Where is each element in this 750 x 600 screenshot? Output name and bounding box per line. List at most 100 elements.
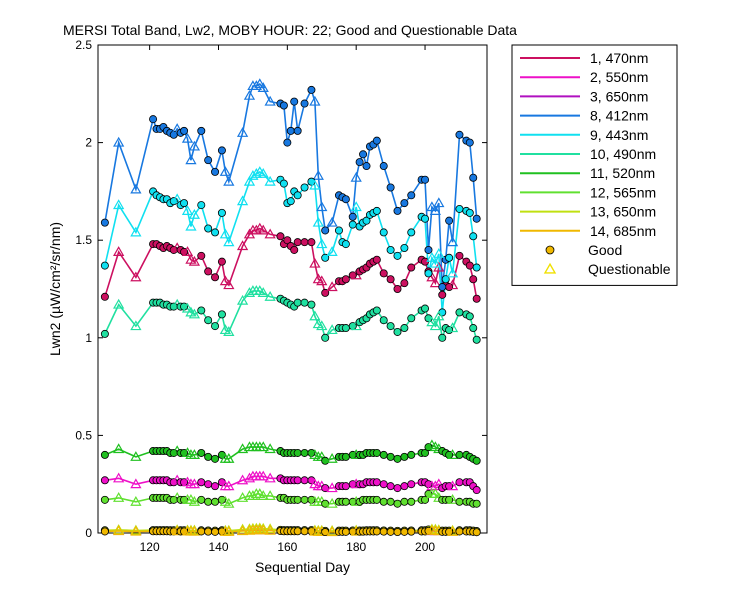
point-questionable-2-550nm (223, 480, 235, 491)
point-questionable-14-685nm (113, 525, 125, 536)
point-good-8-412nm (379, 162, 388, 171)
point-good-14-685nm (204, 527, 213, 536)
point-questionable-9-443nm (429, 257, 441, 268)
point-good-2-550nm (197, 478, 206, 487)
point-questionable-8-412nm (181, 132, 194, 143)
point-questionable-1-470nm (181, 246, 194, 256)
point-good-11-520nm (341, 452, 350, 461)
point-good-2-550nm (300, 476, 309, 485)
point-good-8-412nm (283, 138, 292, 147)
point-good-10-490nm (472, 335, 481, 344)
point-questionable-14-685nm (264, 524, 276, 535)
point-questionable-10-490nm (316, 320, 328, 331)
point-good-14-685nm (393, 528, 402, 537)
point-good-1-470nm (379, 269, 388, 278)
point-questionable-9-443nm (181, 205, 194, 215)
point-questionable-1-470nm (309, 257, 321, 268)
point-questionable-9-443nm (316, 238, 328, 249)
point-good-11-520nm (407, 450, 416, 459)
point-good-12-565nm (300, 495, 309, 504)
point-good-14-685nm (300, 527, 309, 536)
point-good-9-443nm (455, 204, 464, 213)
point-questionable-2-550nm (446, 480, 459, 491)
point-good-12-565nm (472, 499, 481, 508)
point-good-8-412nm (372, 136, 381, 145)
point-good-12-565nm (293, 495, 302, 504)
point-good-10-490nm (307, 300, 316, 309)
point-good-12-565nm (379, 497, 388, 506)
point-good-12-565nm (341, 497, 350, 506)
point-good-2-550nm (341, 482, 350, 491)
point-good-8-412nm (424, 245, 433, 254)
point-questionable-9-443nm (446, 267, 459, 278)
point-questionable-9-443nm (236, 195, 249, 206)
point-good-1-470nm (211, 273, 220, 282)
point-questionable-11-520nm (130, 451, 142, 461)
point-questionable-9-443nm (433, 248, 445, 258)
point-questionable-9-443nm (188, 209, 201, 219)
point-good-14-685nm (197, 527, 206, 536)
point-questionable-8-412nm (429, 205, 441, 215)
point-questionable-10-490nm (243, 287, 256, 297)
x-tick-label: 160 (277, 540, 297, 554)
point-good-10-490nm (211, 322, 220, 331)
point-questionable-14-685nm (257, 524, 269, 535)
point-good-12-565nm (421, 495, 430, 504)
point-good-11-520nm (472, 456, 481, 465)
point-good-10-490nm (341, 324, 350, 333)
legend-label: 1, 470nm (590, 50, 648, 66)
point-questionable-14-685nm (326, 526, 338, 537)
point-questionable-10-490nm (236, 294, 249, 305)
point-good-9-443nm (180, 199, 189, 208)
point-good-11-520nm (372, 448, 381, 457)
point-questionable-8-412nm (257, 82, 269, 92)
point-good-8-412nm (469, 173, 478, 182)
point-good-1-470nm (400, 279, 409, 288)
point-good-2-550nm (372, 478, 381, 487)
point-questionable-14-685nm (236, 525, 249, 536)
point-good-9-443nm (204, 224, 213, 233)
point-good-9-443nm (362, 216, 371, 225)
point-good-9-443nm (379, 228, 388, 237)
point-questionable-11-520nm (257, 441, 269, 452)
point-questionable-2-550nm (236, 474, 249, 485)
point-good-9-443nm (472, 263, 481, 272)
point-good-10-490nm (204, 316, 213, 325)
point-good-2-550nm (293, 476, 302, 485)
legend-label: 11, 520nm (590, 165, 655, 181)
legend-marker-circle (545, 245, 555, 255)
point-good-10-490nm (293, 298, 302, 307)
point-questionable-1-470nm (316, 275, 328, 286)
legend-label: 12, 565nm (590, 184, 656, 200)
point-good-8-412nm (341, 195, 350, 204)
point-questionable-13-650nm (264, 523, 276, 534)
x-tick-label: 180 (346, 540, 366, 554)
point-good-2-550nm (204, 480, 213, 489)
point-questionable-2-550nm (113, 472, 125, 483)
point-good-10-490nm (100, 329, 109, 338)
point-questionable-9-443nm (171, 193, 183, 204)
point-questionable-1-470nm (188, 255, 201, 266)
point-good-8-412nm (465, 138, 474, 147)
point-questionable-8-412nm (236, 127, 249, 137)
point-questionable-12-565nm (223, 497, 235, 508)
point-good-11-520nm (421, 448, 430, 457)
point-good-10-490nm (469, 324, 478, 333)
point-questionable-13-650nm (236, 523, 249, 534)
point-good-12-565nm (455, 497, 464, 506)
x-tick-label: 120 (140, 540, 160, 554)
point-good-1-470nm (469, 275, 478, 284)
point-good-10-490nm (421, 304, 430, 313)
point-questionable-10-490nm (446, 322, 459, 333)
point-good-8-412nm (362, 162, 371, 171)
point-questionable-14-685nm (130, 525, 142, 536)
point-questionable-10-490nm (130, 320, 142, 331)
point-questionable-1-470nm (219, 275, 232, 286)
point-questionable-9-443nm (243, 175, 256, 186)
y-axis-label: Lwn2 (µW/cm²/sr/nm) (47, 222, 63, 356)
point-questionable-8-412nm (219, 166, 232, 176)
point-good-14-685nm (455, 527, 464, 536)
point-good-12-565nm (197, 495, 206, 504)
point-good-1-470nm (276, 232, 285, 241)
point-questionable-11-520nm (236, 443, 249, 454)
